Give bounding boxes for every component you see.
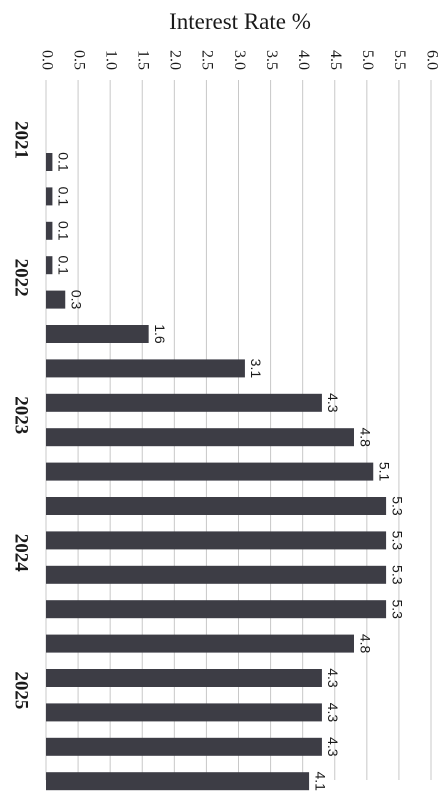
year-label: 2024 (11, 534, 32, 573)
data-label: 4.3 (325, 393, 341, 413)
data-label: 5.1 (377, 462, 393, 482)
data-label: 0.1 (56, 221, 72, 241)
x-axis-tick-labels: 0.0 0.5 1.0 1.5 2.0 2.5 3.0 3.5 4.0 4.5 5.0 5.5 6.0 (38, 50, 440, 70)
bar (46, 772, 310, 791)
bar (46, 325, 149, 343)
bar (46, 393, 322, 412)
data-label: 0.1 (56, 255, 72, 275)
x-tick-label: 5.0 (359, 50, 376, 70)
bars (46, 153, 387, 791)
bar (46, 565, 387, 584)
x-tick-label: 6.0 (423, 50, 440, 70)
x-tick-label: 2.0 (167, 50, 184, 70)
data-label: 1.6 (152, 324, 168, 344)
bar (46, 428, 354, 447)
year-label: 2025 (11, 671, 32, 709)
bar (46, 703, 322, 722)
bar (46, 531, 387, 550)
data-label: 4.3 (325, 737, 341, 757)
data-label: 3.1 (248, 359, 264, 379)
data-label: 4.8 (357, 634, 373, 654)
data-label: 0.3 (69, 290, 85, 310)
bar (46, 737, 322, 756)
value-labels: 0.10.10.10.10.31.63.14.34.85.15.35.35.35… (56, 152, 406, 791)
x-tick-label: 0.0 (38, 50, 55, 70)
data-label: 4.3 (325, 703, 341, 723)
x-tick-label: 2.5 (199, 50, 216, 70)
data-label: 5.3 (389, 599, 405, 619)
x-tick-label: 3.5 (263, 50, 280, 70)
bar (46, 290, 66, 309)
bar (46, 600, 387, 619)
bar (46, 256, 53, 275)
data-label: 5.3 (389, 565, 405, 585)
chart-title: Interest Rate % (169, 9, 311, 34)
bar (46, 153, 53, 171)
bar (46, 462, 374, 481)
bar (46, 359, 245, 378)
bar (46, 634, 354, 653)
bar (46, 221, 53, 240)
x-tick-label: 3.0 (231, 50, 248, 70)
x-tick-label: 0.5 (70, 50, 87, 70)
data-label: 0.1 (56, 152, 72, 172)
x-tick-label: 4.0 (295, 50, 312, 70)
data-label: 5.3 (389, 496, 405, 516)
year-label: 2023 (11, 396, 32, 434)
bar (46, 187, 53, 206)
data-label: 0.1 (56, 187, 72, 207)
year-label: 2021 (11, 121, 32, 159)
x-tick-label: 4.5 (327, 50, 344, 70)
year-labels: 2021 2022 2023 2024 2025 (11, 121, 32, 709)
x-tick-label: 1.5 (135, 50, 152, 70)
data-label: 4.3 (325, 668, 341, 688)
x-tick-label: 1.0 (102, 50, 119, 70)
year-label: 2022 (11, 259, 32, 297)
bar (46, 497, 387, 515)
data-label: 4.1 (312, 771, 328, 791)
x-tick-label: 5.5 (391, 50, 408, 70)
bar (46, 669, 322, 687)
data-label: 5.3 (389, 531, 405, 551)
data-label: 4.8 (357, 427, 373, 447)
